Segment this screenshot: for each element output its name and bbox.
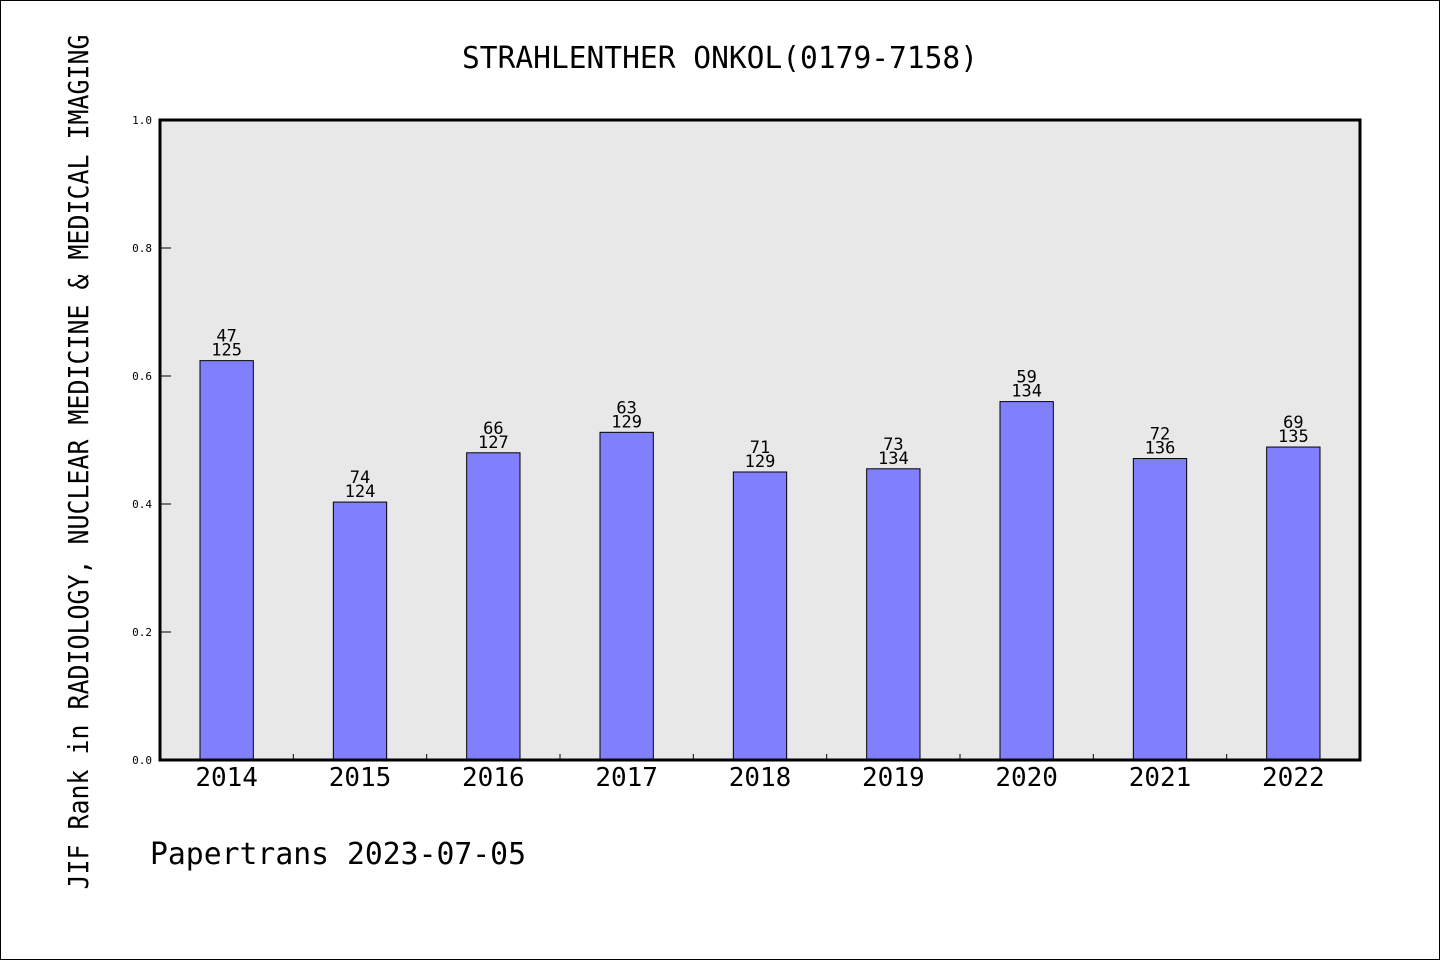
x-tick-label: 2017 xyxy=(595,763,658,793)
x-axis: 2014 2015 2016 2017 2018 2019 2020 2021 2022 xyxy=(195,754,1325,793)
bar-2021 xyxy=(1132,458,1188,761)
bar-rank-label: 72 xyxy=(1150,425,1170,445)
bar-2014 xyxy=(199,360,254,761)
bar-2019 xyxy=(866,468,921,761)
x-tick-label: 2020 xyxy=(995,763,1058,793)
bar-total-label: 134 xyxy=(878,449,909,469)
y-tick-label: 0.4 xyxy=(132,498,152,511)
bar-total-label: 134 xyxy=(1011,382,1042,402)
x-tick-label: 2022 xyxy=(1262,763,1325,793)
bar-rank-label: 74 xyxy=(350,468,370,488)
bar-total-label: 135 xyxy=(1278,427,1309,447)
y-axis: 0.0 0.2 0.4 0.6 0.8 1.0 xyxy=(132,114,171,767)
bar-2016 xyxy=(466,452,521,761)
x-tick-label: 2014 xyxy=(195,763,258,793)
x-tick-label: 2019 xyxy=(862,763,925,793)
y-tick-label: 1.0 xyxy=(132,114,152,127)
bar-total-label: 127 xyxy=(478,433,509,453)
plot-frame xyxy=(158,118,1362,762)
bar-2022 xyxy=(1266,446,1321,761)
bar-rank-label: 69 xyxy=(1283,413,1303,433)
plot-area: 4712574124661276312971129731345913472136… xyxy=(132,114,1362,793)
chart-title: STRAHLENTHER ONKOL(0179-7158) xyxy=(462,41,978,76)
y-tick-label: 0.0 xyxy=(132,754,152,767)
bar-2015 xyxy=(332,501,388,761)
bar-total-label: 129 xyxy=(745,452,776,472)
bar-total-label: 124 xyxy=(345,482,376,502)
bar-rank-label: 66 xyxy=(483,419,503,439)
bar-2020 xyxy=(999,401,1054,761)
bar-total-label: 136 xyxy=(1145,439,1176,459)
bar-2018 xyxy=(732,471,788,761)
bar-total-label: 129 xyxy=(611,412,642,432)
footer-credit: Papertrans 2023-07-05 xyxy=(150,837,526,872)
bar-series xyxy=(199,360,1321,761)
x-tick-label: 2015 xyxy=(329,763,392,793)
x-tick-label: 2021 xyxy=(1129,763,1192,793)
y-tick-label: 0.2 xyxy=(132,626,152,639)
bar-rank-label: 71 xyxy=(750,438,770,458)
y-axis-label: JIF Rank in RADIOLOGY, NUCLEAR MEDICINE … xyxy=(62,35,95,890)
bar-rank-label: 73 xyxy=(883,435,903,455)
bar-2017 xyxy=(599,431,654,761)
bar-data-labels: 4712574124661276312971129731345913472136… xyxy=(211,327,1308,502)
y-tick-label: 0.8 xyxy=(132,242,152,255)
x-tick-label: 2016 xyxy=(462,763,525,793)
bar-total-label: 125 xyxy=(211,341,242,361)
bar-rank-label: 63 xyxy=(616,398,636,418)
bar-rank-label: 59 xyxy=(1016,368,1036,388)
y-tick-label: 0.6 xyxy=(132,370,152,383)
x-tick-label: 2018 xyxy=(729,763,792,793)
bar-rank-label: 47 xyxy=(216,327,236,347)
